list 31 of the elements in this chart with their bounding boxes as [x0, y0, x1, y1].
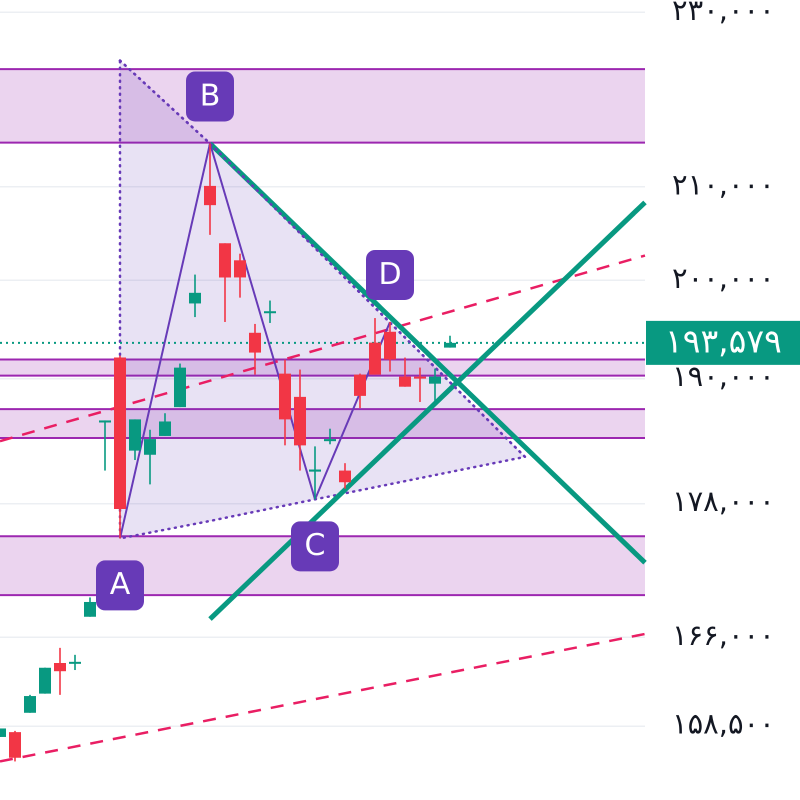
candlestick: [24, 694, 36, 714]
candlestick: [414, 366, 426, 403]
candlestick: [264, 300, 276, 324]
candlestick: [204, 142, 216, 236]
candlestick: [54, 647, 66, 696]
candlestick: [159, 412, 171, 437]
candlestick: [234, 252, 246, 298]
data-label: C: [304, 528, 326, 564]
candlestick: [69, 654, 81, 671]
y-tick-label: ۱۷۸,۰۰۰: [672, 484, 775, 518]
y-tick-label: ۲۳۰,۰۰۰: [672, 0, 775, 27]
data-label: B: [200, 78, 220, 114]
candlestick: [99, 420, 111, 472]
candlestick: [189, 274, 201, 318]
y-tick-label: ۱۹۰,۰۰۰: [672, 359, 775, 394]
candlestick: [399, 356, 411, 388]
data-label: D: [378, 256, 402, 292]
y-tick-label: ۱۶۶,۰۰۰: [672, 618, 775, 652]
y-tick-label: ۲۱۰,۰۰۰: [672, 167, 775, 202]
candlestick: [84, 596, 96, 618]
candlestick: [249, 323, 261, 376]
candlestick: [144, 428, 156, 486]
data-label: A: [110, 567, 131, 602]
y-tick-label: ۱۵۸,۵۰۰: [672, 706, 775, 741]
ref-line-label: ۱۹۳,۵۷۹: [665, 321, 782, 360]
candlestick: [429, 368, 441, 402]
candlestick: [309, 446, 321, 500]
candlestick: [324, 428, 336, 446]
y-tick-label: ۲۰۰,۰۰۰: [672, 260, 775, 295]
candlestick: [339, 462, 351, 490]
candlestick: [354, 372, 366, 409]
